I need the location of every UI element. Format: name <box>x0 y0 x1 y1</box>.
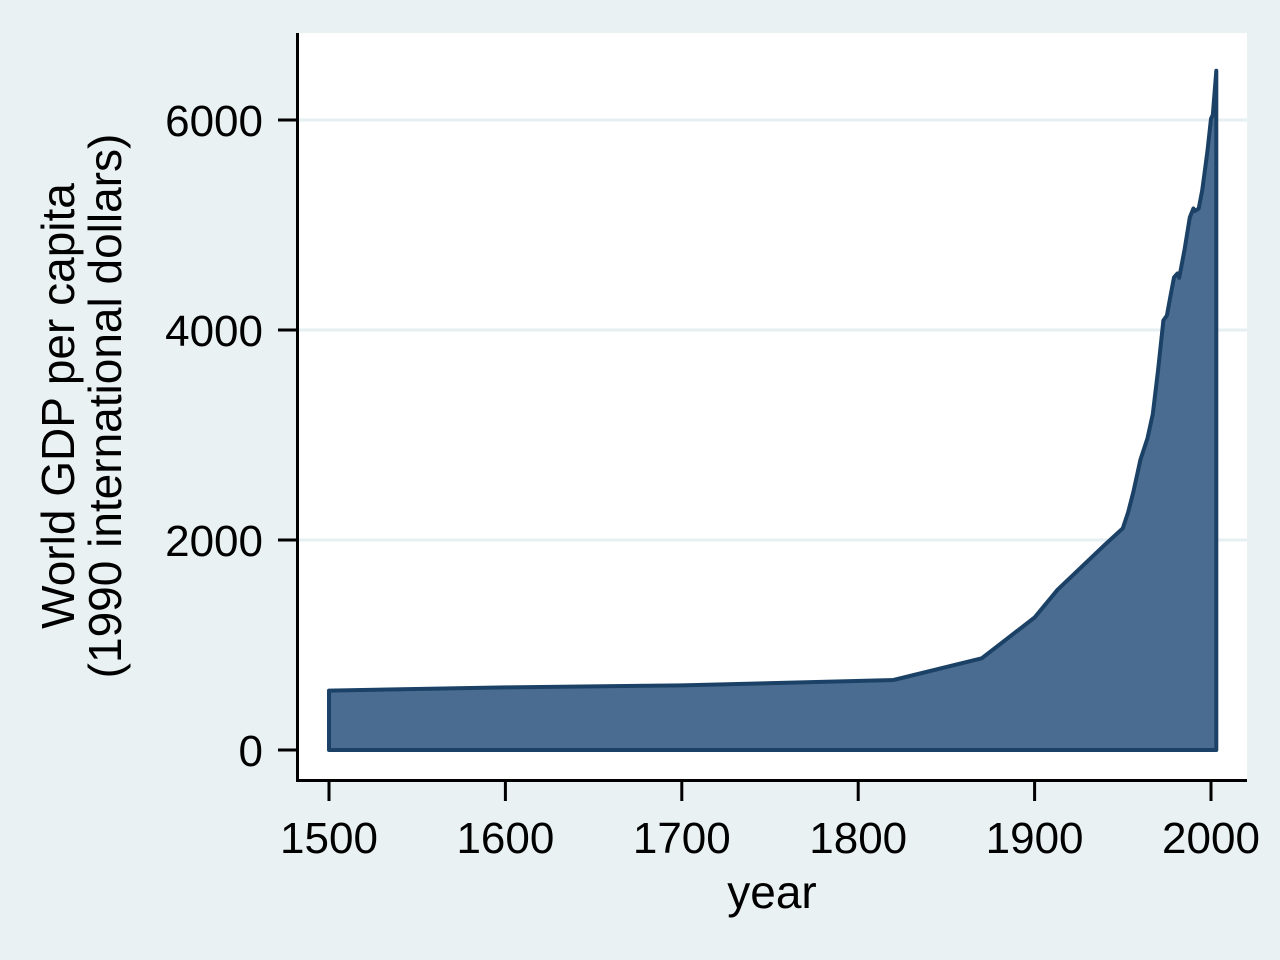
x-tick-label: 1800 <box>809 814 907 863</box>
gdp-area-shape <box>327 68 1219 752</box>
y-tick-label: 6000 <box>165 97 263 146</box>
y-axis-ticks <box>278 118 296 752</box>
y-axis-tick-labels: 0 2000 4000 6000 <box>165 97 263 776</box>
x-axis-ticks <box>327 782 1213 801</box>
y-axis-title-line2: (1990 international dollars) <box>79 134 131 679</box>
x-tick-label: 1700 <box>633 814 731 863</box>
axes <box>296 33 1247 782</box>
x-tick-label: 2000 <box>1162 814 1260 863</box>
y-tick-label: 4000 <box>165 307 263 356</box>
x-axis-tick-labels: 1500 1600 1700 1800 1900 2000 <box>280 814 1260 863</box>
x-axis-title: year <box>727 866 816 918</box>
x-tick-label: 1600 <box>456 814 554 863</box>
gridlines <box>298 118 1247 542</box>
y-tick-label: 0 <box>239 727 263 776</box>
y-tick-label: 2000 <box>165 517 263 566</box>
x-tick-label: 1900 <box>986 814 1084 863</box>
y-axis-title-line1: World GDP per capita <box>32 183 84 629</box>
x-tick-label: 1500 <box>280 814 378 863</box>
area-series <box>327 68 1219 752</box>
